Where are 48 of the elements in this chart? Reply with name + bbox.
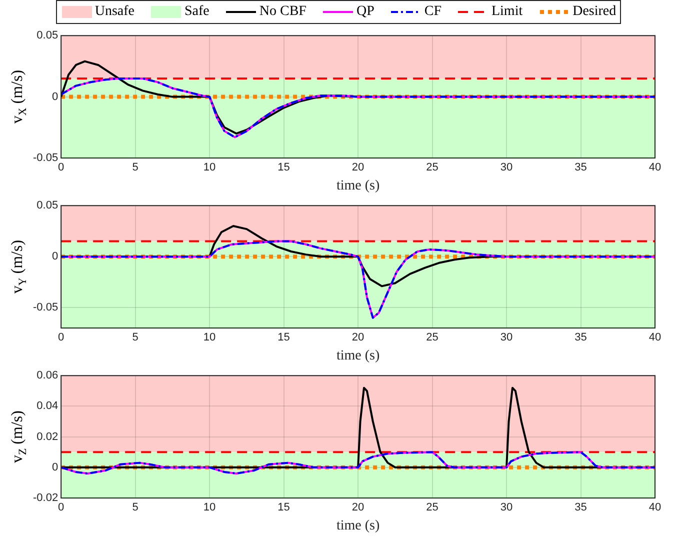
y-axis-title: vY (m/s) bbox=[9, 240, 29, 294]
x-tick-label: 5 bbox=[132, 502, 138, 514]
legend-label: Desired bbox=[572, 4, 616, 20]
y-tick-label: 0.06 bbox=[36, 370, 58, 382]
x-tick-label: 30 bbox=[500, 162, 513, 174]
y-tick-label: -0.05 bbox=[32, 302, 58, 314]
x-tick-label: 15 bbox=[278, 162, 290, 174]
x-tick-label: 30 bbox=[500, 502, 513, 514]
x-tick-label: 25 bbox=[426, 332, 438, 344]
y-tick-label: 0 bbox=[52, 250, 58, 263]
x-tick-label: 40 bbox=[648, 332, 662, 344]
x-tick-label: 15 bbox=[278, 502, 290, 514]
x-tick-label: 10 bbox=[203, 332, 216, 344]
x-tick-label: 40 bbox=[648, 502, 662, 514]
x-tick-label: 20 bbox=[352, 502, 364, 514]
legend-label: Limit bbox=[491, 4, 523, 20]
x-tick-label: 5 bbox=[132, 162, 138, 174]
y-axis-title: vX (m/s) bbox=[9, 70, 29, 124]
legend-label: Unsafe bbox=[94, 4, 134, 20]
legend-label: No CBF bbox=[259, 4, 306, 20]
x-tick-label: 10 bbox=[203, 162, 216, 174]
y-axis-title: vZ (m/s) bbox=[9, 410, 29, 464]
legend-label: QP bbox=[356, 4, 374, 20]
x-tick-label: 35 bbox=[574, 332, 587, 344]
x-tick-label: 15 bbox=[278, 332, 290, 344]
x-tick-label: 40 bbox=[648, 162, 662, 174]
x-tick-label: 30 bbox=[500, 332, 513, 344]
y-tick-label: 0.02 bbox=[36, 430, 58, 443]
y-tick-label: -0.05 bbox=[32, 152, 58, 164]
x-axis-title: time (s) bbox=[336, 178, 380, 194]
x-axis-title: time (s) bbox=[336, 348, 380, 364]
x-tick-label: 25 bbox=[426, 162, 438, 174]
x-tick-label: 35 bbox=[574, 502, 587, 514]
x-tick-label: 20 bbox=[352, 162, 364, 174]
x-tick-label: 25 bbox=[426, 502, 438, 514]
y-tick-label: 0 bbox=[52, 461, 58, 474]
y-tick-label: 0.05 bbox=[36, 30, 58, 42]
legend-label: Safe bbox=[184, 4, 210, 20]
y-tick-label: 0.05 bbox=[36, 200, 58, 212]
x-tick-label: 35 bbox=[574, 162, 587, 174]
y-tick-label: -0.02 bbox=[32, 492, 58, 504]
legend-label: CF bbox=[424, 4, 442, 20]
x-tick-label: 5 bbox=[132, 332, 138, 344]
x-tick-label: 20 bbox=[352, 332, 364, 344]
x-axis-title: time (s) bbox=[336, 518, 380, 534]
x-tick-label: 10 bbox=[203, 502, 216, 514]
y-tick-label: 0.04 bbox=[36, 400, 58, 412]
y-tick-label: 0 bbox=[52, 90, 58, 103]
